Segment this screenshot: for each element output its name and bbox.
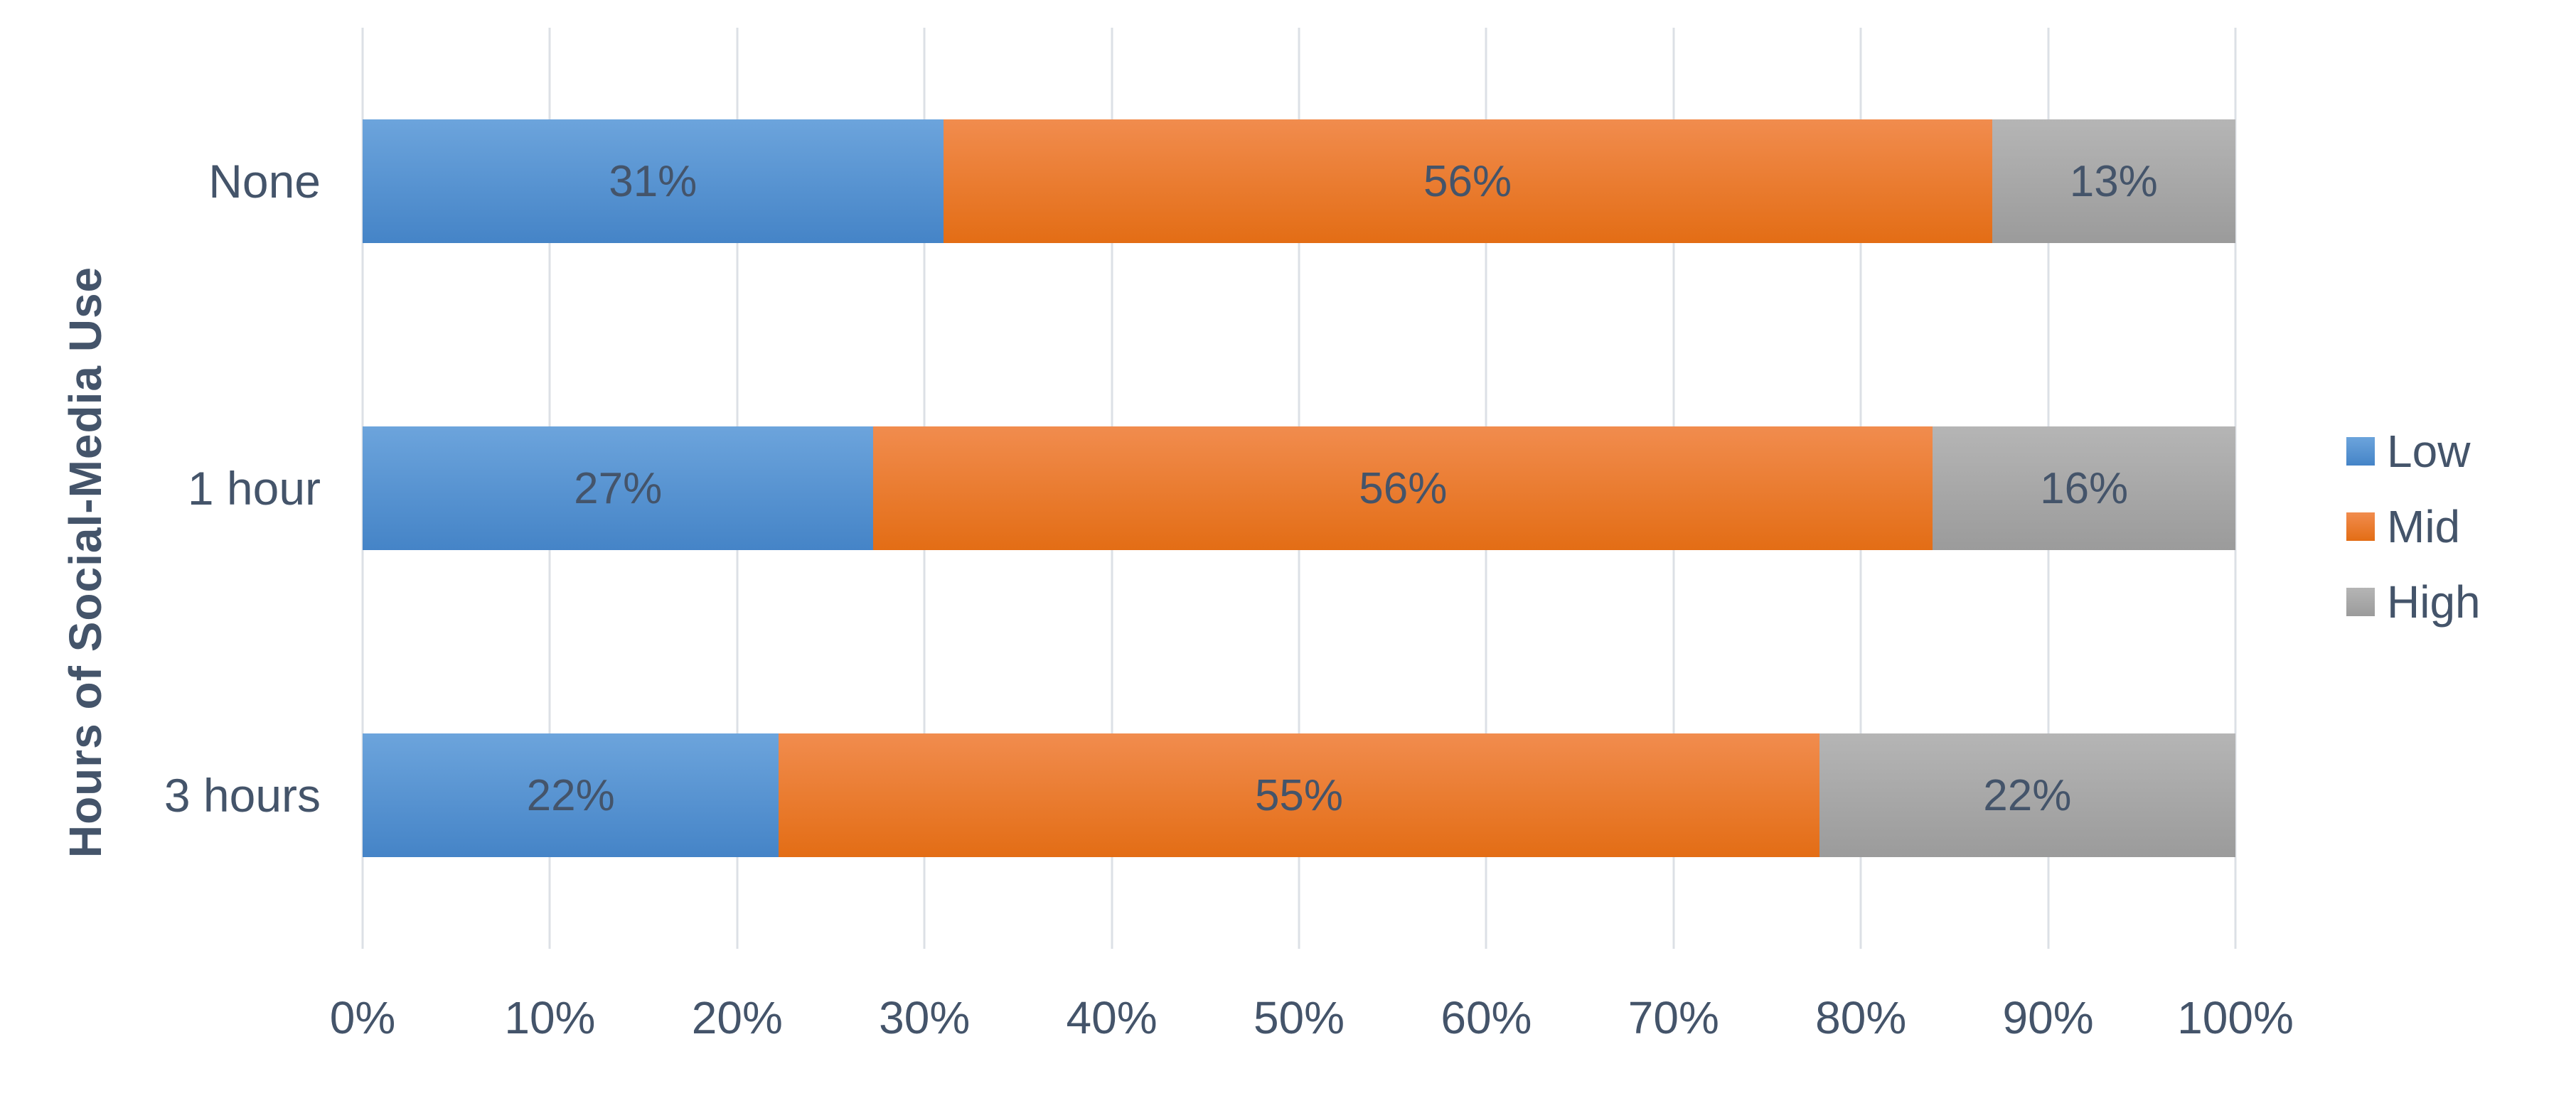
- data-label: 22%: [1983, 770, 2072, 820]
- x-tick-label: 70%: [1628, 992, 1719, 1043]
- legend-item-low: Low: [2346, 426, 2481, 477]
- data-label: 13%: [2069, 156, 2158, 206]
- data-label: 55%: [1254, 770, 1344, 820]
- data-label: 27%: [574, 463, 663, 513]
- bar-row: 27% 56% 16%: [363, 426, 2235, 550]
- x-tick-label: 60%: [1441, 992, 1532, 1043]
- data-label: 56%: [1359, 463, 1448, 513]
- data-label: 56%: [1423, 156, 1512, 206]
- x-tick-label: 20%: [691, 992, 783, 1043]
- x-tick-label: 0%: [329, 992, 396, 1043]
- bar-segment-high: 16%: [1933, 426, 2235, 550]
- plot-area: 31% 56% 13% 27% 56% 16% 22% 55% 22%: [361, 28, 2237, 949]
- bar-segment-high: 13%: [1992, 119, 2235, 243]
- gridline: [2234, 28, 2237, 949]
- data-label: 22%: [526, 770, 615, 820]
- bar-row: 22% 55% 22%: [363, 733, 2235, 857]
- legend-swatch-high: [2346, 588, 2375, 616]
- bar-segment-mid: 56%: [873, 426, 1933, 550]
- data-label: 16%: [2040, 463, 2129, 513]
- bar-segment-mid: 55%: [779, 733, 1819, 857]
- x-axis-tick-labels: 0% 10% 20% 30% 40% 50% 60% 70% 80% 90% 100%: [330, 989, 2294, 1046]
- bar-segment-low: 27%: [363, 426, 874, 550]
- legend-swatch-mid: [2346, 512, 2375, 541]
- legend-swatch-low: [2346, 437, 2375, 466]
- bar-segment-mid: 56%: [943, 119, 1992, 243]
- legend-label: High: [2387, 576, 2481, 628]
- x-tick-label: 90%: [2002, 992, 2094, 1043]
- bar-segment-low: 31%: [363, 119, 944, 243]
- x-tick-label: 50%: [1253, 992, 1345, 1043]
- legend-item-mid: Mid: [2346, 501, 2481, 552]
- legend-item-high: High: [2346, 576, 2481, 628]
- x-tick-label: 30%: [879, 992, 971, 1043]
- data-label: 31%: [609, 156, 698, 206]
- legend: Low Mid High: [2346, 426, 2481, 628]
- x-tick-label: 100%: [2177, 992, 2294, 1043]
- x-tick-label: 40%: [1066, 992, 1158, 1043]
- x-tick-label: 10%: [504, 992, 596, 1043]
- x-tick-label: 80%: [1815, 992, 1907, 1043]
- bar-row: 31% 56% 13%: [363, 119, 2235, 243]
- bar-segment-high: 22%: [1819, 733, 2235, 857]
- category-label: 3 hours: [164, 769, 321, 822]
- category-label: None: [208, 155, 321, 208]
- bar-segment-low: 22%: [363, 733, 779, 857]
- category-label: 1 hour: [187, 462, 321, 515]
- legend-label: Low: [2387, 426, 2471, 477]
- legend-label: Mid: [2387, 501, 2461, 552]
